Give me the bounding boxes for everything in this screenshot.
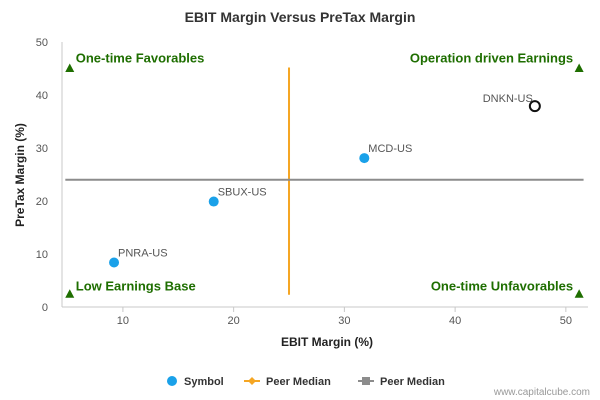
y-axis-title: PreTax Margin (%) <box>13 123 27 227</box>
x-tick-label: 10 <box>117 315 129 327</box>
point-label: SBUX-US <box>218 187 267 199</box>
quadrant-labels: One-time Favorables Operation driven Earn… <box>65 51 584 298</box>
point-label: PNRA-US <box>118 247 168 259</box>
x-tick-label: 50 <box>560 315 572 327</box>
point-label: DNKN-US <box>483 93 533 105</box>
legend-label: Peer Median <box>380 376 445 388</box>
legend-symbol-marker <box>167 376 177 386</box>
y-tick-label: 20 <box>36 196 48 208</box>
x-tick-label: 20 <box>228 315 240 327</box>
y-tick-label: 30 <box>36 143 48 155</box>
legend-label: Symbol <box>184 376 224 388</box>
data-point <box>359 153 370 164</box>
legend-diamond-marker <box>248 377 256 385</box>
quadrant-label-bottom-left: Low Earnings Base <box>76 278 196 293</box>
quadrant-marker-bottom-right <box>574 289 584 298</box>
y-tick-label: 0 <box>42 302 48 314</box>
data-point <box>109 257 120 268</box>
point-label: MCD-US <box>368 143 412 155</box>
legend: Symbol Peer Median Peer Median <box>167 376 445 388</box>
quadrant-marker-top-right <box>574 63 584 72</box>
quadrant-label-top-left: One-time Favorables <box>76 51 205 66</box>
watermark: www.capitalcube.com <box>493 387 590 398</box>
quadrant-marker-top-left <box>65 63 75 72</box>
chart-title: EBIT Margin Versus PreTax Margin <box>185 9 416 25</box>
quadrant-marker-bottom-left <box>65 289 75 298</box>
legend-label: Peer Median <box>266 376 331 388</box>
data-points: PNRA-US SBUX-US MCD-US DNKN-US <box>109 93 541 268</box>
y-tick-label: 10 <box>36 249 48 261</box>
x-axis-title: EBIT Margin (%) <box>281 335 373 349</box>
y-tick-label: 40 <box>36 90 48 102</box>
legend-square-marker <box>362 377 370 385</box>
y-tick-label: 50 <box>36 37 48 49</box>
peer-median-lines <box>65 67 584 295</box>
axis-ticks: 10 20 30 40 50 0 10 20 30 40 50 <box>36 37 572 327</box>
data-point <box>528 100 541 113</box>
x-tick-label: 30 <box>338 315 350 327</box>
quadrant-label-bottom-right: One-time Unfavorables <box>431 278 573 293</box>
data-point <box>208 196 219 207</box>
x-tick-label: 40 <box>449 315 461 327</box>
quadrant-label-top-right: Operation driven Earnings <box>410 51 573 66</box>
plot-area <box>61 42 588 308</box>
